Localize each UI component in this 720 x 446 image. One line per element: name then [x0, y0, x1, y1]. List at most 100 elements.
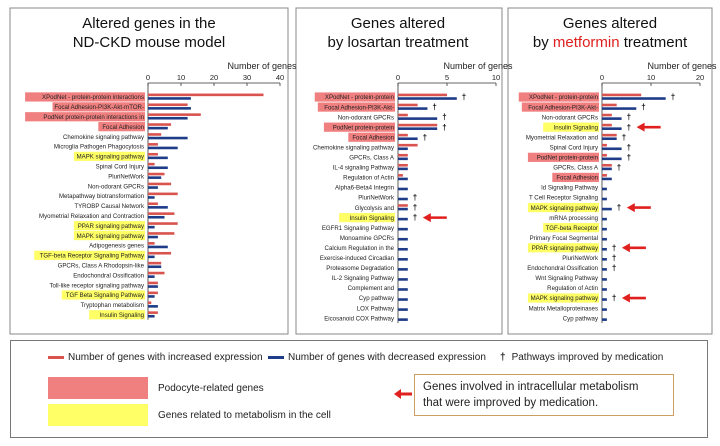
panel2-category-label: Eicosanoid COX Pathway	[324, 315, 395, 322]
panel1-bar-decrease	[148, 305, 158, 308]
panel3-category-label: MAPK signaling pathway	[531, 295, 599, 302]
panel1-label-highlight	[73, 230, 145, 241]
panel2-bar-increase	[398, 93, 447, 97]
panel3-category-label: MAPK signaling pathway	[531, 205, 599, 212]
panel2-bar-increase	[398, 143, 418, 147]
panel1-bar-increase	[148, 281, 158, 285]
panel1-label-highlight	[89, 310, 145, 320]
panel3-category-label: Non-odorant GPCRs	[542, 114, 598, 121]
panel3-category-label: Endochondral Ossification	[527, 265, 598, 272]
panel1-category-label: TYROBP Causal Network	[74, 203, 145, 210]
panel2-bar-decrease	[398, 227, 408, 231]
panel2-red-arrow-icon	[422, 213, 431, 223]
panel2-bar-increase	[398, 103, 418, 107]
panel1-label-highlight	[98, 122, 145, 132]
panel3-bar-decrease	[602, 107, 637, 110]
panel2-category-label: Glycolysis and	[355, 205, 394, 212]
panel2-category-label: Cyp pathway	[359, 295, 395, 302]
panel1-bar-increase	[148, 162, 155, 166]
panel2-bar-decrease	[398, 167, 408, 171]
panel3-bar-decrease	[602, 227, 607, 231]
red-arrow-icon	[394, 389, 412, 399]
panel1-bar-increase	[148, 172, 165, 176]
panel3-title-line1: Genes altered	[562, 15, 658, 32]
panel1-category-label: PluriNetWork	[108, 173, 145, 180]
panel3-category-label: PodNet protein-protein	[537, 155, 598, 162]
panel2-dagger-icon: †	[432, 103, 436, 112]
panel2-bar-decrease	[398, 237, 408, 241]
panel1-category-label: Chemokine signaling pathway	[63, 134, 145, 141]
panel2-tick-label: 0	[396, 73, 400, 82]
panel2-category-label: IL-2 Signaling Pathway	[332, 275, 395, 282]
panel2-bar-increase	[398, 163, 408, 167]
panel3-bar-decrease	[602, 217, 607, 221]
panel2-dagger-icon: †	[423, 133, 427, 142]
panel3-tick-label: 10	[647, 73, 655, 82]
panel1-category-label: Focal Adhesion-PI3K-Akt-mTOR-	[54, 104, 144, 111]
panel1-category-label: Tryptophan metabolism	[81, 302, 144, 309]
panel1-bar-decrease	[148, 136, 188, 140]
panel2-category-label: Alpha6-Beta4 Integrin	[335, 185, 394, 192]
panel1-bar-increase	[148, 261, 162, 265]
panel1-category-label: TGF Beta Signaling Pathway	[66, 292, 145, 299]
panel3-category-label: GPCRs, Class A	[553, 165, 599, 172]
panel3-bar-decrease	[602, 278, 607, 281]
panel3-tick-label: 0	[600, 73, 604, 82]
panel2-label-highlight	[314, 92, 395, 102]
panel3-label-highlight	[527, 293, 599, 303]
panel3-bar-decrease	[602, 157, 622, 161]
panel3-tick-label: 20	[696, 73, 704, 82]
panel3-bar-decrease	[602, 288, 607, 291]
panel3-category-label: Id Signaling Pathway	[541, 185, 599, 192]
panel1-bar-decrease	[148, 116, 188, 120]
panel1-bar-increase	[148, 232, 175, 235]
panel3-bar-decrease	[602, 247, 607, 251]
legend-increase-line	[48, 356, 64, 359]
panel3-red-arrow-icon	[621, 293, 630, 303]
panel3-red-arrow-icon	[636, 122, 645, 132]
panel3-label-highlight	[543, 223, 599, 233]
panel3-bar-decrease	[602, 258, 607, 261]
panel3-category-label: Regulation of Actin	[547, 285, 598, 292]
panel2-bar-decrease	[398, 177, 408, 181]
dagger-icon: †	[500, 352, 506, 363]
panel2-bar-decrease	[398, 298, 408, 301]
panel1-title-line1: Altered genes in the	[82, 15, 216, 32]
panel3-dagger-icon: †	[627, 123, 631, 132]
panel2-bar-increase	[398, 113, 408, 117]
panel2-title-line1: Genes altered	[350, 15, 446, 32]
legend-improved-label: Pathways improved by medication	[511, 352, 664, 363]
panel2-bar-decrease	[398, 107, 428, 110]
panel3-bar-increase	[602, 163, 612, 167]
panel2-category-label: LOX Pathway	[357, 305, 395, 312]
panel3-dagger-icon: †	[617, 203, 621, 212]
panel1-category-label: Focal Adhesion	[102, 124, 144, 131]
panel3-bar-decrease	[602, 97, 666, 100]
panel1-bar-increase	[148, 242, 155, 245]
panel3-category-label: Myometrial Relaxation and	[526, 134, 598, 141]
panel3-category-label: TGF-beta Receptor	[546, 225, 599, 232]
note-line2: that were improved by medication.	[423, 397, 599, 409]
panel2-bar-increase	[398, 204, 408, 207]
panel3-bar-increase	[602, 174, 607, 177]
panel3-bar-decrease	[602, 147, 622, 151]
panel1-category-label: Endochondral Ossification	[73, 272, 144, 279]
panel2-dagger-icon: †	[413, 193, 417, 202]
panel3-bar-increase	[602, 103, 617, 107]
panel1-bar-increase	[148, 93, 264, 97]
panel1-title: Altered genes in the ND-CKD mouse model	[10, 14, 288, 52]
panel3-bar-increase	[602, 113, 612, 117]
panel1-category-label: Adipogenesis genes	[89, 243, 144, 250]
panel2-label-highlight	[348, 132, 395, 142]
panel2-bar-increase	[398, 123, 438, 127]
panel2-dagger-icon: †	[442, 113, 446, 122]
panel1-tick-label: 0	[146, 73, 150, 82]
panel2-bar-decrease	[398, 137, 418, 141]
legend-increase-label: Number of genes with increased expressio…	[68, 352, 263, 363]
panel3-bar-decrease	[602, 187, 607, 191]
panel1-bar-decrease	[148, 285, 158, 288]
panel1-bar-decrease	[148, 97, 191, 100]
panel1-bar-decrease	[148, 176, 162, 179]
panel2-dagger-icon: †	[413, 213, 417, 222]
panel1-bar-increase	[148, 143, 158, 146]
